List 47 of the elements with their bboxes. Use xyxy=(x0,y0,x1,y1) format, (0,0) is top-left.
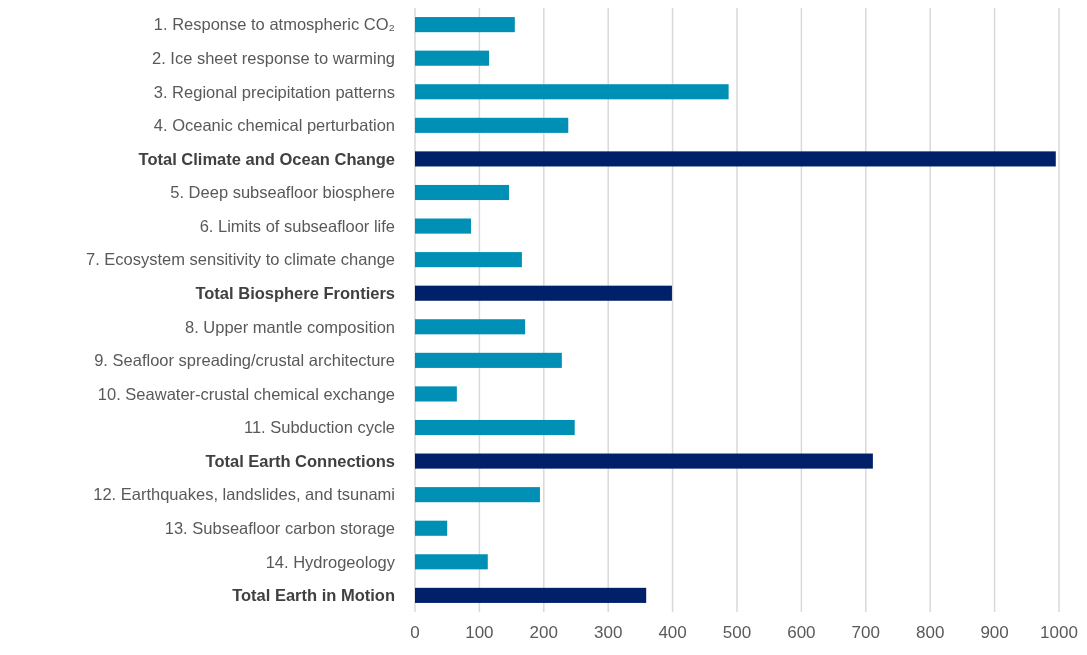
y-tick-label: Total Biosphere Frontiers xyxy=(195,283,395,302)
bar xyxy=(415,487,540,503)
bar xyxy=(415,84,729,100)
bar xyxy=(415,184,510,201)
x-tick-label: 0 xyxy=(410,623,420,642)
y-tick-label: Total Earth Connections xyxy=(205,451,395,470)
x-tick-label: 700 xyxy=(851,623,880,642)
y-tick-label: 7. Ecosystem sensitivity to climate change xyxy=(85,250,395,269)
x-tick-label: 1000 xyxy=(1040,623,1078,642)
x-tick-label: 600 xyxy=(787,623,816,642)
bar xyxy=(415,151,1056,167)
y-tick-label: 2. Ice sheet response to warming xyxy=(151,48,395,67)
bar xyxy=(415,587,647,603)
bar xyxy=(415,17,515,33)
y-tick-label: 3. Regional precipitation patterns xyxy=(153,82,395,101)
bar xyxy=(415,386,457,402)
bar xyxy=(415,520,448,536)
y-tick-label: 12. Earthquakes, landslides, and tsunami xyxy=(93,485,395,504)
y-tick-label: 5. Deep subseafloor biosphere xyxy=(170,183,395,202)
bar xyxy=(415,218,472,234)
x-tick-label: 100 xyxy=(465,623,494,642)
y-tick-label: Total Earth in Motion xyxy=(232,586,395,605)
bar xyxy=(415,50,490,66)
bar xyxy=(415,285,672,301)
bar xyxy=(415,319,526,335)
x-tick-label: 200 xyxy=(529,623,558,642)
x-tick-label: 800 xyxy=(916,623,945,642)
y-tick-label: 9. Seafloor spreading/crustal architecture xyxy=(94,351,395,370)
bar xyxy=(415,352,562,368)
y-tick-label: 13. Subseafloor carbon storage xyxy=(164,519,395,538)
x-tick-label: 500 xyxy=(722,623,752,642)
y-tick-label: 11. Subduction cycle xyxy=(243,418,395,437)
x-tick-label: 900 xyxy=(980,623,1009,642)
x-tick-label: 400 xyxy=(658,623,687,642)
x-tick-label: 300 xyxy=(594,623,623,642)
bar xyxy=(415,117,569,133)
y-tick-label: Total Climate and Ocean Change xyxy=(138,149,395,168)
bar xyxy=(415,554,488,570)
y-tick-label: 10. Seawater-crustal chemical exchange xyxy=(97,384,395,403)
bar xyxy=(415,419,575,436)
bar xyxy=(415,252,522,268)
y-tick-label: 4. Oceanic chemical perturbation xyxy=(153,116,395,135)
y-tick-label: 8. Upper mantle composition xyxy=(184,317,395,336)
bar xyxy=(415,453,873,469)
y-tick-label: 14. Hydrogeology xyxy=(265,552,396,571)
y-tick-label: 6. Limits of subseafloor life xyxy=(199,216,395,235)
y-tick-label: 1. Response to atmospheric CO₂ xyxy=(153,15,395,34)
